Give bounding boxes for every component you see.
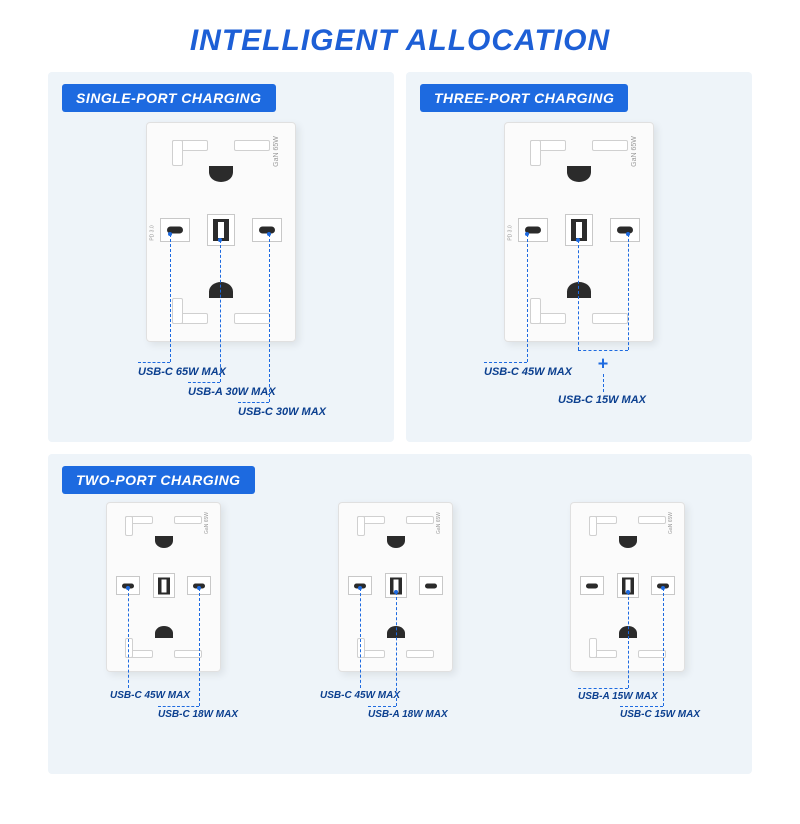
side-label: GaN 65W	[436, 512, 442, 534]
panel-two: TWO-PORT CHARGING GaN 65W USB-C 45W MAX	[48, 454, 752, 774]
top-row: SINGLE-PORT CHARGING	[0, 72, 800, 442]
ann-two-1b: USB-C 18W MAX	[158, 709, 238, 720]
main-title: INTELLIGENT ALLOCATION	[0, 24, 800, 58]
ann-two-3b: USB-C 15W MAX	[620, 709, 700, 720]
panel-header-two: TWO-PORT CHARGING	[62, 466, 255, 494]
ann-three-1: USB-C 45W MAX	[484, 366, 572, 378]
outlet-area-single: GaN 65W PD 3.0 USB-C 65W MAX USB-A 30W M…	[48, 112, 394, 412]
panel-header-three: THREE-PORT CHARGING	[420, 84, 628, 112]
side-label: GaN 65W	[668, 512, 674, 534]
plus-icon: +	[598, 354, 609, 375]
bottom-row: TWO-PORT CHARGING GaN 65W USB-C 45W MAX	[0, 454, 800, 774]
ann-two-1a: USB-C 45W MAX	[110, 690, 190, 701]
side-label: GaN 65W	[273, 136, 280, 167]
panel-single: SINGLE-PORT CHARGING	[48, 72, 394, 442]
ann-two-2a: USB-C 45W MAX	[320, 690, 400, 701]
tiny-label: PD 3.0	[150, 225, 156, 240]
outlet-area-three: GaN 65W PD 3.0 USB-C 45W MAX + USB-C 15W…	[406, 112, 752, 412]
ann-two-2b: USB-A 18W MAX	[368, 709, 448, 720]
side-label: GaN 65W	[204, 512, 210, 534]
side-label: GaN 65W	[631, 136, 638, 167]
outlet-two-1: GaN 65W	[106, 502, 221, 672]
outlet-area-two: GaN 65W USB-C 45W MAX USB-C 18W MAX	[48, 494, 752, 754]
ann-two-3a: USB-A 15W MAX	[578, 691, 658, 702]
ann-single-1: USB-C 65W MAX	[138, 366, 226, 378]
panel-three: THREE-PORT CHARGING GaN 65W PD 3.0	[406, 72, 752, 442]
ann-three-2: USB-C 15W MAX	[558, 394, 646, 406]
panel-header-single: SINGLE-PORT CHARGING	[62, 84, 276, 112]
tiny-label: PD 3.0	[508, 225, 514, 240]
ann-single-3: USB-C 30W MAX	[238, 406, 326, 418]
ann-single-2: USB-A 30W MAX	[188, 386, 276, 398]
